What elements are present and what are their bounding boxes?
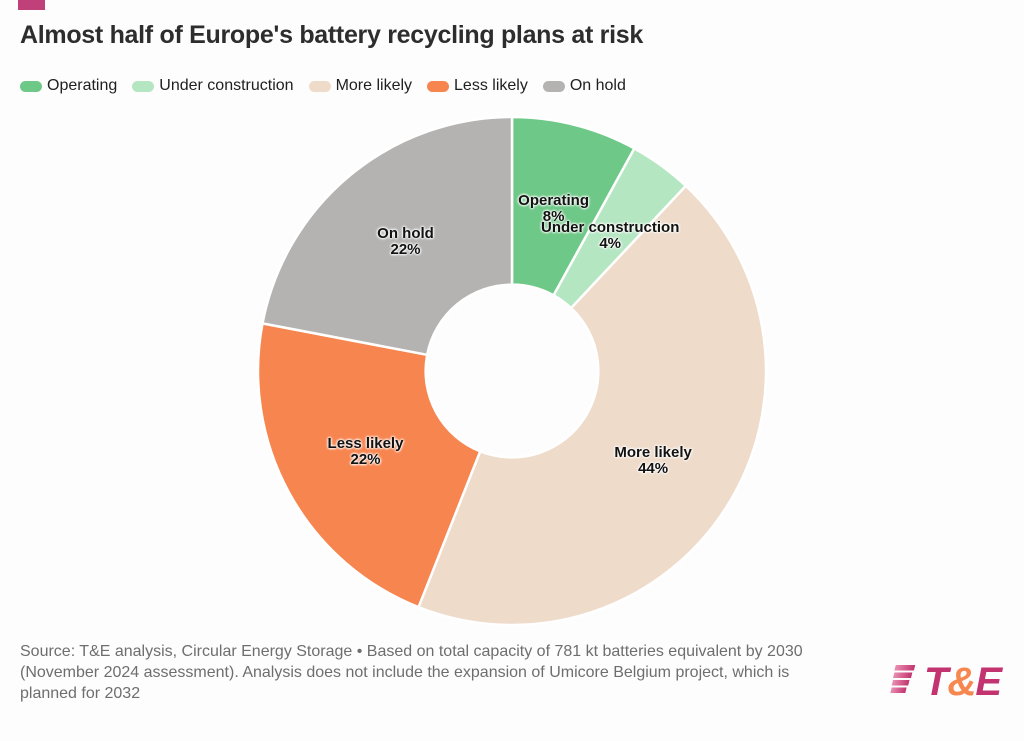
source-line: planned for 2032 [20,685,141,702]
legend-item-under-construction: Under construction [132,77,294,95]
source-note: Source: T&E analysis, Circular Energy St… [20,641,803,704]
legend-label: Less likely [454,77,528,94]
logo-letter-e: E [975,660,1003,700]
slice-label-value: 8% [542,208,565,226]
legend-item-on-hold: On hold [542,77,626,95]
slice-label-value: 4% [599,234,622,252]
slice-label-value: 22% [390,241,421,259]
legend-swatch-less-likely [427,80,450,92]
tne-logo: T&E [888,654,1020,700]
legend-item-operating: Operating [20,77,117,95]
legend-label: On hold [569,77,626,94]
slice-label-on-hold: On hold 22% [377,226,434,258]
slice-less-likely [256,322,482,609]
slice-label-value: 22% [350,450,381,468]
slice-label-more-likely: More likely 44% [614,443,692,477]
slice-label-name: Operating [518,192,590,210]
legend-label: More likely [335,77,413,94]
legend-label: Operating [47,77,118,94]
slice-label-name: Less likely [327,434,404,452]
slice-label-operating: Operating 8% [518,193,589,225]
slice-label-name: More likely [614,443,692,461]
legend-item-more-likely: More likely [308,77,413,95]
page-title: Almost half of Europe's battery recyclin… [20,21,643,49]
slice-label-less-likely: Less likely 22% [327,434,404,468]
chart-legend: Operating Under construction More likely Le… [20,77,626,95]
donut-chart [256,115,768,627]
slice-label-under-construction: Under construction 4% [541,218,680,252]
legend-label: Under construction [159,77,294,94]
slice-label-value: 44% [638,459,669,477]
legend-swatch-operating [20,80,42,92]
legend-swatch-more-likely [308,80,331,92]
brand-accent-bar [18,0,45,10]
legend-item-less-likely: Less likely [427,77,528,95]
slice-label-name: On hold [377,225,434,243]
logo-wordmark: T&E [924,660,1003,700]
tne-logo-svg: T&E [890,660,1004,700]
legend-swatch-on-hold [542,80,565,92]
legend-swatch-under-construction [132,80,155,92]
logo-speed-stripes-icon [890,665,916,693]
slice-on-hold [261,115,514,357]
source-line: Source: T&E analysis, Circular Energy St… [20,643,803,660]
logo-letter-amp: & [947,660,975,700]
donut-chart-area: Operating 8% Under construction 4% More like… [256,115,768,627]
source-line: (November 2024 assessment). Analysis doe… [20,664,790,681]
slice-label-name: Under construction [541,218,680,236]
slice-more-likely [417,184,768,627]
